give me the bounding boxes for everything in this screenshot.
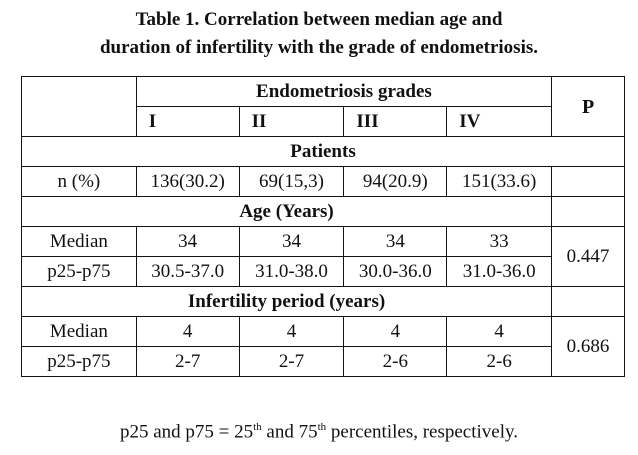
section-label-infertility: Infertility period (years) bbox=[20, 286, 553, 317]
cell-age-median-grade-4: 33 bbox=[446, 226, 553, 257]
cell-age-iqr-grade-3: 30.0-36.0 bbox=[343, 256, 448, 287]
header-grade-2: II bbox=[238, 106, 345, 137]
cell-age-median-grade-1: 34 bbox=[135, 226, 240, 257]
cell-patients-grade-1: 136(30.2) bbox=[135, 166, 240, 197]
cell-infertility-iqr-grade-3: 2-6 bbox=[343, 346, 448, 377]
section-row-age: Age (Years) bbox=[20, 196, 625, 227]
footnote-text-2: and 75 bbox=[261, 421, 318, 443]
table-title-line-1: Table 1. Correlation between median age … bbox=[135, 9, 503, 30]
row-label-infertility-median: Median bbox=[21, 316, 137, 347]
header-grade-4: IV bbox=[446, 106, 553, 137]
row-label-age-median: Median bbox=[21, 226, 137, 257]
header-empty-cell bbox=[21, 76, 137, 137]
cell-age-iqr-grade-2: 31.0-38.0 bbox=[238, 256, 345, 287]
cell-patients-grade-2: 69(15,3) bbox=[238, 166, 345, 197]
cell-patients-grade-3: 94(20.9) bbox=[343, 166, 448, 197]
cell-age-p-value: 0.447 bbox=[551, 226, 625, 287]
section-label-age: Age (Years) bbox=[20, 196, 553, 227]
header-endometriosis-grades: Endometriosis grades bbox=[135, 76, 553, 107]
cell-patients-p-empty bbox=[551, 166, 625, 197]
header-p-value: P bbox=[551, 76, 625, 137]
cell-infertility-header-p-empty bbox=[551, 286, 625, 317]
table-row: Median 4 4 4 4 0.686 bbox=[21, 316, 625, 377]
row-label-n-percent: n (%) bbox=[21, 166, 137, 197]
table-row: Median 34 34 34 33 0.447 bbox=[21, 226, 625, 287]
cell-infertility-median-grade-2: 4 bbox=[238, 316, 345, 347]
header-grade-3: III bbox=[343, 106, 448, 137]
section-row-patients: Patients bbox=[21, 136, 625, 167]
cell-age-median-grade-2: 34 bbox=[238, 226, 345, 257]
table-footnote: p25 and p75 = 25th and 75th percentiles,… bbox=[0, 421, 638, 443]
cell-infertility-iqr-grade-4: 2-6 bbox=[446, 346, 553, 377]
footnote-text-1: p25 and p75 = 25 bbox=[119, 421, 254, 443]
cell-infertility-median-grade-4: 4 bbox=[446, 316, 553, 347]
footnote-superscript-2: th bbox=[317, 421, 327, 433]
row-label-infertility-p25-p75: p25-p75 bbox=[21, 346, 137, 377]
table-title-line-2: duration of infertility with the grade o… bbox=[99, 37, 538, 58]
cell-patients-grade-4: 151(33.6) bbox=[446, 166, 553, 197]
correlation-table: Endometriosis grades P I II III IV Patie… bbox=[20, 76, 625, 377]
cell-infertility-median-grade-1: 4 bbox=[135, 316, 240, 347]
cell-age-iqr-grade-4: 31.0-36.0 bbox=[446, 256, 553, 287]
cell-age-median-grade-3: 34 bbox=[343, 226, 448, 257]
table-row: p25-p75 30.5-37.0 31.0-38.0 30.0-36.0 31… bbox=[21, 256, 625, 287]
cell-infertility-iqr-grade-2: 2-7 bbox=[238, 346, 345, 377]
cell-age-iqr-grade-1: 30.5-37.0 bbox=[135, 256, 240, 287]
header-row-groups: Endometriosis grades P bbox=[21, 76, 625, 137]
header-grade-1: I bbox=[135, 106, 240, 137]
footnote-superscript-1: th bbox=[253, 421, 262, 433]
table-row: p25-p75 2-7 2-7 2-6 2-6 bbox=[21, 346, 625, 377]
section-label-patients: Patients bbox=[21, 136, 625, 167]
cell-infertility-median-grade-3: 4 bbox=[343, 316, 448, 347]
footnote-text-3: percentiles, respectively. bbox=[326, 421, 519, 443]
cell-infertility-p-value: 0.686 bbox=[551, 316, 625, 377]
section-row-infertility: Infertility period (years) bbox=[20, 286, 625, 317]
cell-age-header-p-empty bbox=[551, 196, 625, 227]
table-row: n (%) 136(30.2) 69(15,3) 94(20.9) 151(33… bbox=[21, 166, 625, 197]
cell-infertility-iqr-grade-1: 2-7 bbox=[135, 346, 240, 377]
row-label-age-p25-p75: p25-p75 bbox=[21, 256, 137, 287]
